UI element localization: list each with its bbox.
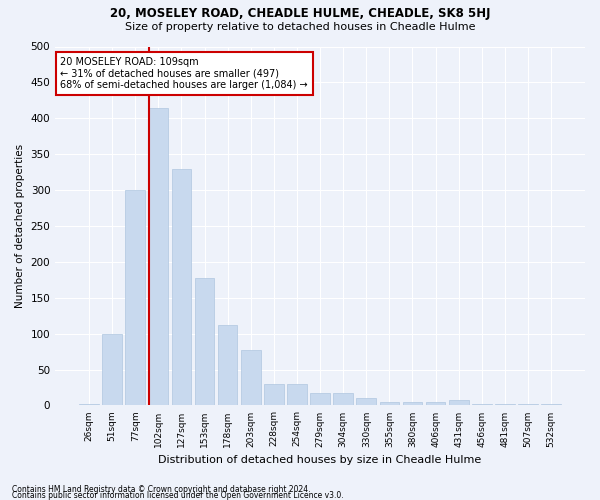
Bar [149,108,168,406]
Bar [241,350,260,406]
Bar [380,402,399,406]
X-axis label: Distribution of detached houses by size in Cheadle Hulme: Distribution of detached houses by size … [158,455,482,465]
Bar [403,402,422,406]
Bar [195,278,214,406]
Bar [334,393,353,406]
Text: Contains public sector information licensed under the Open Government Licence v3: Contains public sector information licen… [12,490,344,500]
Bar [356,398,376,406]
Bar [495,404,515,406]
Bar [287,384,307,406]
Bar [264,384,284,406]
Text: Size of property relative to detached houses in Cheadle Hulme: Size of property relative to detached ho… [125,22,475,32]
Bar [79,404,99,406]
Bar [125,190,145,406]
Y-axis label: Number of detached properties: Number of detached properties [15,144,25,308]
Bar [541,404,561,406]
Bar [310,393,330,406]
Bar [172,168,191,406]
Bar [103,334,122,406]
Bar [218,325,238,406]
Bar [449,400,469,406]
Text: 20 MOSELEY ROAD: 109sqm
← 31% of detached houses are smaller (497)
68% of semi-d: 20 MOSELEY ROAD: 109sqm ← 31% of detache… [61,58,308,90]
Bar [472,404,491,406]
Bar [518,404,538,406]
Text: Contains HM Land Registry data © Crown copyright and database right 2024.: Contains HM Land Registry data © Crown c… [12,484,311,494]
Text: 20, MOSELEY ROAD, CHEADLE HULME, CHEADLE, SK8 5HJ: 20, MOSELEY ROAD, CHEADLE HULME, CHEADLE… [110,8,490,20]
Bar [426,402,445,406]
